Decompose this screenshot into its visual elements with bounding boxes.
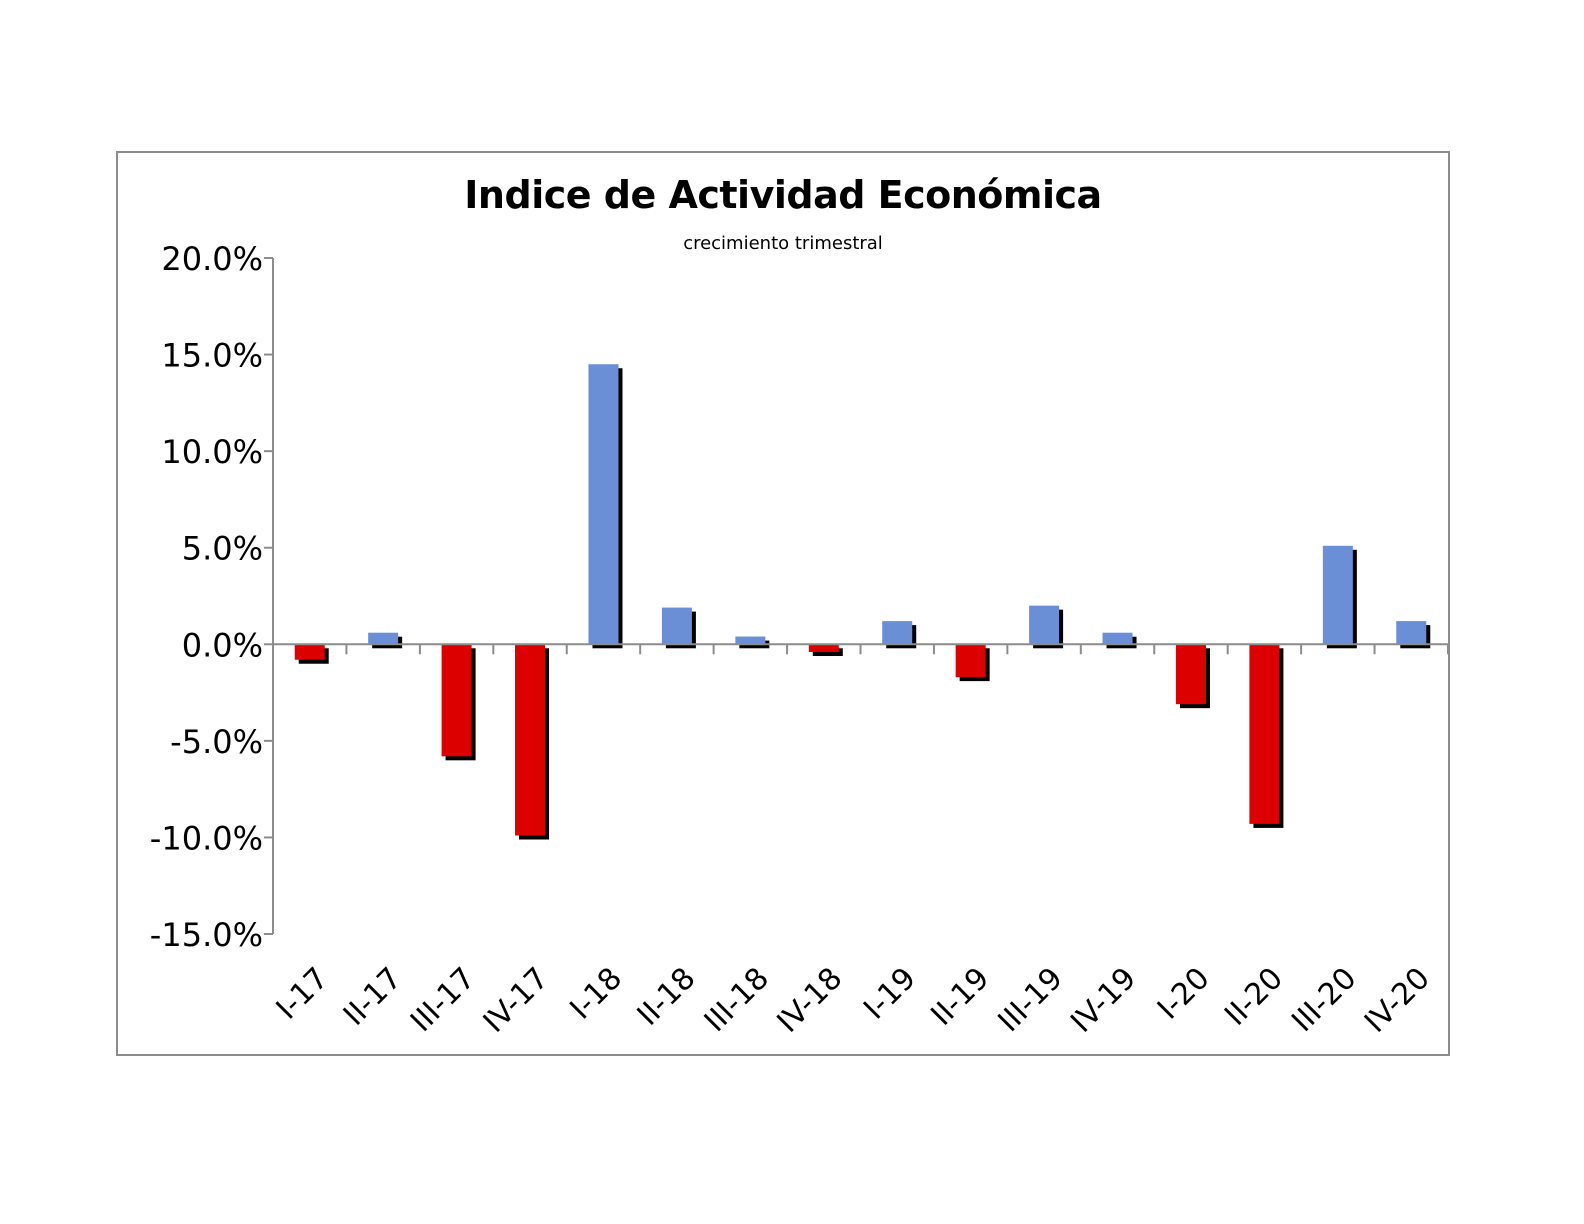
y-tick-label: 10.0% [161,433,263,471]
bar-i-17 [294,644,325,660]
x-tick-label: I-20 [1151,961,1217,1027]
bar-i-18 [588,364,619,645]
bar-iii-18 [735,636,766,645]
x-tick-label: III-18 [698,961,776,1039]
bar-iv-18 [808,644,839,653]
x-tick-label: II-18 [631,961,703,1033]
x-tick-label: I-17 [270,961,336,1027]
y-tick-label: -15.0% [150,916,263,954]
chart-frame: Indice de Actividad Económica crecimient… [116,151,1450,1056]
bar-ii-20 [1249,644,1280,824]
bar-ii-18 [661,607,692,645]
bar-iii-19 [1029,605,1060,645]
y-tick-label: 0.0% [182,626,263,664]
bar-shadow [812,648,843,657]
x-tick-label: II-19 [924,961,996,1033]
y-tick-label: 20.0% [161,240,263,278]
chart-subtitle: crecimiento trimestral [683,233,883,254]
x-tick-label: IV-18 [771,961,850,1040]
bar-iii-20 [1322,545,1353,645]
y-tick-label: 5.0% [182,530,263,568]
x-tick-label: IV-19 [1064,961,1143,1040]
x-tick-label: III-19 [992,961,1070,1039]
x-tick-label: II-17 [337,961,409,1033]
y-tick-label: -10.0% [150,819,263,857]
y-tick-label: -5.0% [170,723,263,761]
x-tick-label: III-20 [1285,961,1363,1039]
bar-ii-19 [955,644,986,678]
bar-ii-17 [368,632,399,645]
x-tick-label: III-17 [404,961,482,1039]
bar-i-19 [882,621,913,645]
x-tick-label: IV-17 [477,961,556,1040]
x-tick-label: IV-20 [1358,961,1437,1040]
bar-iv-17 [515,644,546,836]
x-tick-label: I-19 [857,961,923,1027]
x-tick-label: I-18 [563,961,629,1027]
bar-i-20 [1175,644,1206,705]
bar-iv-19 [1102,632,1133,645]
chart-title: Indice de Actividad Económica [464,173,1102,217]
x-tick-label: II-20 [1218,961,1290,1033]
y-tick-label: 15.0% [161,337,263,375]
bar-iii-17 [441,644,472,757]
bar-iv-20 [1396,621,1427,645]
